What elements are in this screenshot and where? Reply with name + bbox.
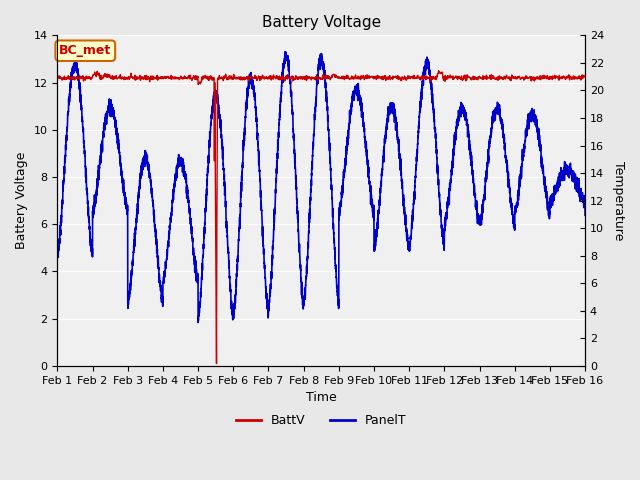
Y-axis label: Temperature: Temperature	[612, 161, 625, 240]
Legend: BattV, PanelT: BattV, PanelT	[230, 409, 412, 432]
Y-axis label: Battery Voltage: Battery Voltage	[15, 152, 28, 249]
Text: BC_met: BC_met	[59, 44, 111, 57]
X-axis label: Time: Time	[306, 391, 337, 404]
Title: Battery Voltage: Battery Voltage	[262, 15, 381, 30]
